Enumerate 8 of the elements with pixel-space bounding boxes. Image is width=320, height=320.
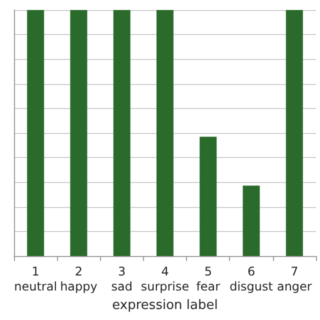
- x-axis-title: expression label: [112, 298, 218, 313]
- x-tick-label: 1 neutral: [14, 264, 58, 294]
- x-tick-label: 5 fear: [196, 264, 220, 294]
- x-tick-label: 3 sad: [111, 264, 132, 294]
- x-tick-label: 2 happy: [60, 264, 98, 294]
- x-tick-label: 7 anger: [276, 264, 312, 294]
- x-tick-label: 4 surprise: [140, 264, 190, 294]
- x-tick-label: 6 disgust: [230, 264, 274, 294]
